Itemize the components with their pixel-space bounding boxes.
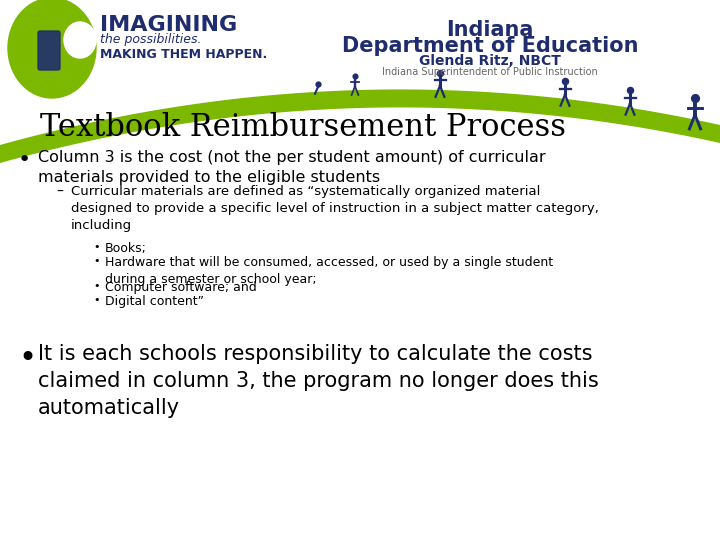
Text: Indiana Superintendent of Public Instruction: Indiana Superintendent of Public Instruc…	[382, 67, 598, 77]
Text: Digital content”: Digital content”	[105, 295, 204, 308]
Text: •: •	[93, 256, 99, 266]
Text: •: •	[93, 295, 99, 305]
Text: Curricular materials are defined as “systematically organized material
designed : Curricular materials are defined as “sys…	[71, 185, 599, 232]
Text: MAKING THEM HAPPEN.: MAKING THEM HAPPEN.	[100, 48, 267, 60]
Text: •: •	[18, 344, 36, 373]
Text: Hardware that will be consumed, accessed, or used by a single student
during a s: Hardware that will be consumed, accessed…	[105, 256, 553, 286]
Text: It is each schools responsibility to calculate the costs
claimed in column 3, th: It is each schools responsibility to cal…	[38, 344, 599, 418]
Text: Computer software; and: Computer software; and	[105, 281, 257, 294]
Text: Textbook Reimbursement Process: Textbook Reimbursement Process	[40, 112, 566, 143]
Text: Department of Education: Department of Education	[342, 36, 638, 56]
Text: –: –	[56, 185, 63, 199]
Text: IMAGINING: IMAGINING	[100, 15, 238, 35]
Text: •: •	[18, 150, 31, 170]
Ellipse shape	[8, 0, 96, 98]
Text: •: •	[93, 281, 99, 291]
Text: Column 3 is the cost (not the per student amount) of curricular
materials provid: Column 3 is the cost (not the per studen…	[38, 150, 546, 185]
Text: Books;: Books;	[105, 242, 147, 255]
Text: Indiana: Indiana	[446, 20, 534, 40]
Ellipse shape	[64, 22, 96, 58]
Text: Glenda Ritz, NBCT: Glenda Ritz, NBCT	[419, 54, 561, 68]
Text: •: •	[93, 242, 99, 252]
Text: the possibilities.: the possibilities.	[100, 32, 202, 45]
FancyBboxPatch shape	[38, 31, 60, 70]
PathPatch shape	[0, 90, 720, 163]
